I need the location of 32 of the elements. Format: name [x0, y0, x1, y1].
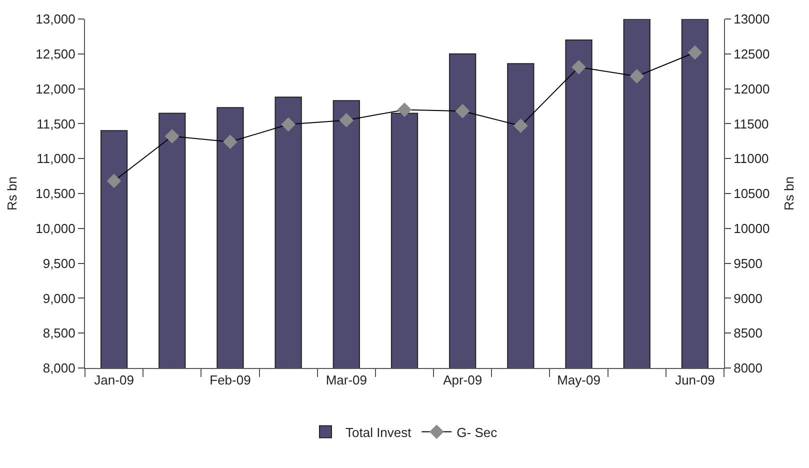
- y2-tick-label: 12500: [734, 46, 770, 62]
- y2-tick-label: 13000: [734, 12, 770, 27]
- x-tick-label: Jun-09: [675, 372, 715, 388]
- y-tick-label: 12,000: [36, 81, 76, 96]
- legend-label: Total Invest: [346, 424, 412, 440]
- legend-label: G- Sec: [456, 424, 498, 440]
- y-tick-label: 13,000: [36, 12, 76, 27]
- x-tick-label: Mar-09: [326, 372, 368, 388]
- y2-tick-label: 11500: [734, 116, 769, 132]
- y-tick-label: 9,500: [42, 256, 76, 271]
- x-tick-label: Feb-09: [210, 372, 251, 388]
- y-tick-label: 12,500: [36, 46, 76, 62]
- y2-tick-label: 8500: [734, 326, 763, 341]
- y-tick-label: 11,500: [36, 116, 76, 132]
- y-tick-label: 8,000: [42, 360, 76, 376]
- x-tick-label: May-09: [557, 372, 600, 388]
- y-tick-label: 10,500: [36, 186, 76, 202]
- y-tick-label: 9,000: [42, 290, 76, 306]
- y-axis-title: Rs bn: [4, 176, 20, 210]
- y2-tick-label: 10500: [734, 186, 770, 202]
- y2-tick-label: 11000: [734, 151, 769, 166]
- y2-tick-label: 9000: [734, 290, 763, 306]
- y-tick-label: 11,000: [36, 151, 76, 166]
- x-tick-label: Jan-09: [94, 372, 134, 388]
- y2-tick-label: 12000: [734, 81, 770, 96]
- x-tick-label: Apr-09: [443, 372, 482, 388]
- y2-axis-title: Rs bn: [781, 176, 796, 210]
- y-tick-label: 10,000: [36, 220, 76, 236]
- y-tick-label: 8,500: [42, 326, 76, 341]
- y2-tick-label: 10000: [734, 220, 770, 236]
- y2-tick-label: 8000: [734, 360, 763, 376]
- y2-tick-label: 9500: [734, 256, 763, 271]
